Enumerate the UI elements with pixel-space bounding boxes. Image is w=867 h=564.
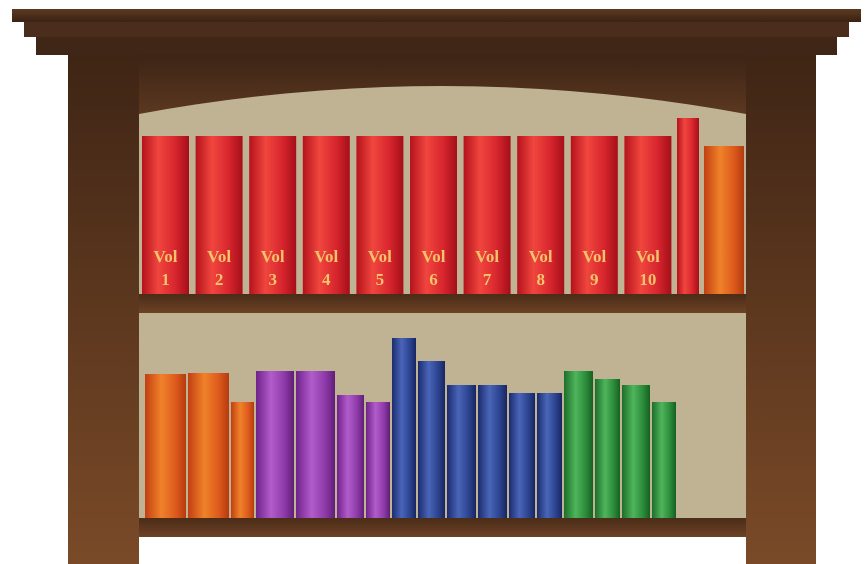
book (652, 402, 676, 518)
crown-middle (24, 22, 849, 37)
book (296, 371, 335, 518)
volume-label-word: Vol (529, 247, 553, 266)
right-post (746, 55, 816, 564)
volume-label-number: 6 (429, 270, 438, 289)
book (337, 395, 364, 518)
top-shelf-books: Vol 1 Vol 2 Vol 3 Vol 4 Vol 5 Vol 6 Vol 7 Vol 8 Vol 9 Vol 1… (142, 118, 744, 294)
volume-label-number: 2 (215, 270, 224, 289)
volume-label-number: 10 (639, 270, 656, 289)
left-post (68, 55, 139, 564)
book (509, 393, 535, 518)
volume-book (142, 136, 189, 294)
volume-label-number: 9 (590, 270, 599, 289)
crown-bottom (36, 37, 837, 55)
volume-book (302, 136, 350, 294)
volume-label-word: Vol (582, 247, 606, 266)
book (704, 146, 744, 294)
volume-label-word: Vol (475, 247, 499, 266)
crown-top (12, 9, 861, 22)
volume-label-word: Vol (207, 247, 231, 266)
volume-book (517, 136, 565, 294)
book (478, 385, 507, 518)
volume-label-word: Vol (261, 247, 285, 266)
middle-shelf-board (139, 294, 746, 313)
book (145, 374, 186, 518)
volume-label-word: Vol (368, 247, 392, 266)
book (595, 379, 620, 518)
volume-label-number: 3 (268, 270, 277, 289)
volume-label-word: Vol (636, 247, 660, 266)
book (366, 402, 390, 518)
arch-header (139, 55, 746, 114)
volume-book (463, 136, 511, 294)
volume-book (195, 136, 243, 294)
bottom-shelf-books (145, 338, 676, 518)
book (677, 118, 699, 294)
volume-label-number: 1 (161, 270, 170, 289)
book (392, 338, 416, 518)
volume-book (624, 136, 672, 294)
volume-label-word: Vol (314, 247, 338, 266)
volume-label-number: 4 (322, 270, 331, 289)
book (537, 393, 562, 518)
book (447, 385, 476, 518)
book (188, 373, 229, 518)
book (256, 371, 294, 518)
volume-label-number: 7 (483, 270, 492, 289)
volume-label-word: Vol (422, 247, 446, 266)
volume-label-number: 8 (536, 270, 545, 289)
volume-book (356, 136, 404, 294)
volume-book (570, 136, 618, 294)
book (231, 402, 254, 518)
bottom-shelf-board (139, 518, 746, 537)
book (622, 385, 650, 518)
book (418, 361, 445, 518)
volume-book (249, 136, 297, 294)
volume-label-word: Vol (154, 247, 178, 266)
volume-book (410, 136, 457, 294)
volume-label-number: 5 (376, 270, 385, 289)
book (564, 371, 593, 518)
